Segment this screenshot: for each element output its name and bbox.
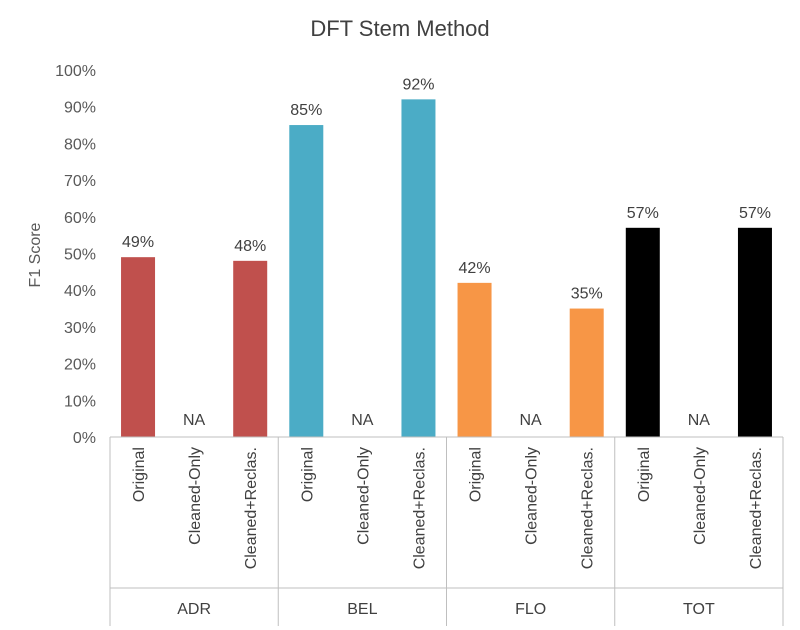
y-tick-label: 80%	[64, 136, 96, 153]
x-category-label: Cleaned+Reclas.	[580, 447, 597, 569]
bar-bel-0	[289, 125, 324, 438]
bar-bel-2	[401, 99, 436, 438]
data-label: 57%	[627, 205, 659, 222]
x-group-label: TOT	[683, 601, 715, 618]
x-category-label: Cleaned+Reclas.	[748, 447, 765, 569]
x-category-label: Original	[299, 447, 316, 502]
bar-flo-0	[457, 282, 492, 437]
data-label: 42%	[459, 260, 491, 277]
data-label: 49%	[122, 234, 154, 251]
y-tick-label: 50%	[64, 247, 96, 264]
data-label: 48%	[234, 238, 266, 255]
na-label: NA	[351, 412, 374, 429]
na-label: NA	[688, 412, 711, 429]
x-category-label: Cleaned+Reclas.	[411, 447, 428, 569]
x-category-label: Cleaned-Only	[355, 447, 372, 545]
x-category-label: Cleaned-Only	[524, 447, 541, 545]
x-axis: Original Cleaned-Only Cleaned+Reclas. ADR Or…	[109, 436, 784, 626]
na-label: NA	[520, 412, 543, 429]
chart-title: DFT Stem Method	[310, 16, 489, 41]
x-category-label: Original	[636, 447, 653, 502]
y-tick-label: 100%	[55, 63, 96, 80]
data-label: 85%	[290, 102, 322, 119]
y-axis-ticks: 0% 10% 20% 30% 40% 50% 60% 70% 80% 90% 100%	[55, 63, 96, 447]
y-tick-label: 0%	[73, 430, 96, 447]
x-group-label: BEL	[347, 601, 377, 618]
y-tick-label: 60%	[64, 210, 96, 227]
y-tick-label: 30%	[64, 320, 96, 337]
x-category-label: Cleaned+Reclas.	[243, 447, 260, 569]
x-category-label: Cleaned-Only	[692, 447, 709, 545]
x-category-label: Original	[131, 447, 148, 502]
y-tick-label: 10%	[64, 393, 96, 410]
x-group-label: FLO	[515, 601, 546, 618]
bar-flo-2	[569, 308, 604, 437]
na-label: NA	[183, 412, 206, 429]
data-label: 92%	[402, 76, 434, 93]
data-label: 57%	[739, 205, 771, 222]
x-category-label: Original	[468, 447, 485, 502]
y-tick-label: 90%	[64, 100, 96, 117]
bar-adr-0	[121, 257, 156, 437]
bars: 49% NA 48% 85% NA 92% 42% NA 35% 57% NA 57%	[121, 76, 772, 438]
bar-tot-0	[625, 227, 660, 437]
y-tick-label: 70%	[64, 173, 96, 190]
bar-tot-2	[737, 227, 772, 437]
y-tick-label: 40%	[64, 283, 96, 300]
x-group-label: ADR	[177, 601, 211, 618]
x-category-label: Cleaned-Only	[187, 447, 204, 545]
bar-adr-2	[233, 260, 268, 437]
y-axis-label: F1 Score	[27, 222, 44, 287]
data-label: 35%	[571, 286, 603, 303]
y-tick-label: 20%	[64, 357, 96, 374]
